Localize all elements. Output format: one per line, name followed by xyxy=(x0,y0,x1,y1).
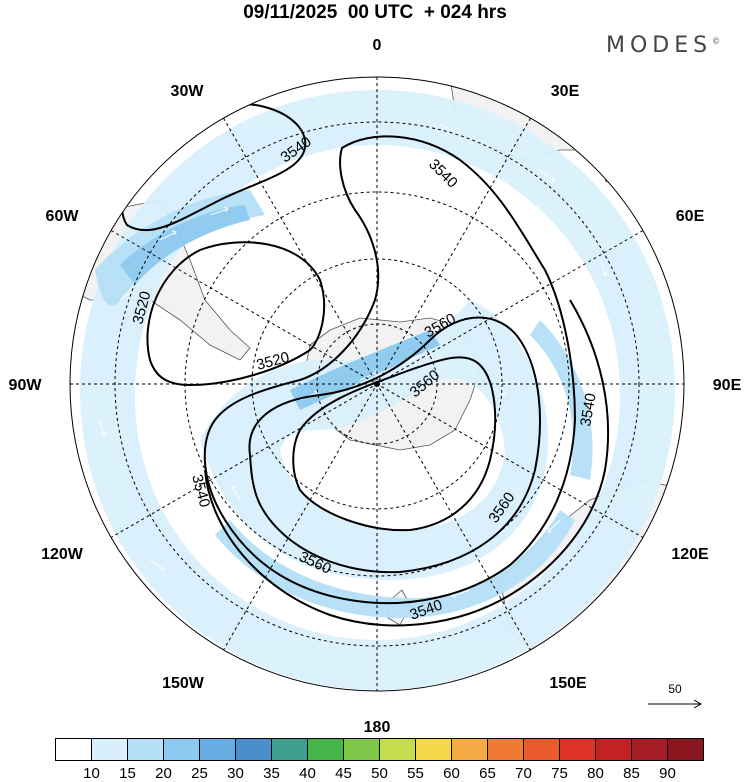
contour-3560-inner xyxy=(248,316,541,574)
lon-label-150e: 150E xyxy=(549,675,587,692)
lon-label-90w: 90W xyxy=(9,377,43,394)
lon-label-60e: 60E xyxy=(676,208,705,225)
colorbar-cell xyxy=(271,738,308,761)
colorbar-label: 85 xyxy=(623,765,640,782)
wind-arrow xyxy=(231,485,241,501)
wind-arrow xyxy=(547,519,561,533)
colorbar-cell xyxy=(487,738,524,761)
south-pole-marker xyxy=(374,381,380,387)
colorbar-label: 80 xyxy=(587,765,604,782)
wind-arrow xyxy=(439,124,459,135)
lon-label-90e: 90E xyxy=(713,377,742,394)
shade-core-west xyxy=(120,205,250,285)
colorbar-cell xyxy=(559,738,596,761)
map-disk: 3540 3540 3520 3520 3560 3560 3540 3560 … xyxy=(70,77,684,691)
colorbar-cell xyxy=(199,738,236,761)
lon-label-120e: 120E xyxy=(671,546,709,563)
colorbar-label: 70 xyxy=(515,765,532,782)
wind-arrow xyxy=(119,289,135,301)
wind-arrow xyxy=(539,169,555,183)
colorbar-cell xyxy=(91,738,128,761)
colorbar-cell xyxy=(379,738,416,761)
colorbar-cell xyxy=(451,738,488,761)
colorbar-cell xyxy=(667,738,704,761)
colorbar-label: 30 xyxy=(227,765,244,782)
colorbar-label: 15 xyxy=(119,765,136,782)
longitude-labels: 0 30E 60E 90E 120E 150E 180 150W 120W 90… xyxy=(9,37,742,735)
colorbar-cell xyxy=(631,738,668,761)
shade-jet-east xyxy=(530,320,593,480)
colorbar-label: 60 xyxy=(443,765,460,782)
colorbar-label: 20 xyxy=(155,765,172,782)
contour-3560-core xyxy=(292,356,497,532)
vector-reference-arrowhead xyxy=(693,699,703,709)
colorbar-cell xyxy=(523,738,560,761)
polar-map: 3540 3540 3520 3520 3560 3560 3540 3560 … xyxy=(9,37,742,735)
brand-text: MODES xyxy=(606,33,713,58)
wind-arrow xyxy=(311,572,331,581)
wind-arrow xyxy=(209,206,229,216)
colorbar-cell xyxy=(55,738,92,761)
wind-arrow xyxy=(99,419,107,437)
colorbar-cell xyxy=(163,738,200,761)
wind-arrow xyxy=(599,259,608,277)
wind-arrow xyxy=(159,230,177,241)
colorbar-cell xyxy=(595,738,632,761)
lon-label-0: 0 xyxy=(373,37,382,54)
contour-3520-west xyxy=(146,241,326,387)
colorbar-cell xyxy=(235,738,272,761)
lon-label-60w: 60W xyxy=(46,208,80,225)
vector-reference-value: 50 xyxy=(668,682,682,696)
lon-label-30w: 30W xyxy=(171,83,205,100)
colorbar-cell xyxy=(307,738,344,761)
contour-3540-outer-south xyxy=(204,299,610,627)
colorbar: 10 15 20 25 30 35 40 45 50 55 60 65 70 75 80 85 90 xyxy=(55,738,704,782)
shade-inner-spiral xyxy=(200,300,549,580)
brand-logo: MODES© xyxy=(606,33,720,58)
shade-jet-core-south xyxy=(215,510,575,619)
colorbar-label: 65 xyxy=(479,765,496,782)
colorbar-cell xyxy=(343,738,380,761)
colorbar-label: 75 xyxy=(551,765,568,782)
wind-arrow xyxy=(455,479,471,491)
colorbar-label: 55 xyxy=(407,765,424,782)
wind-arrow xyxy=(359,370,379,381)
brand-mark: © xyxy=(712,36,721,46)
colorbar-label: 90 xyxy=(659,765,676,782)
vector-reference: 50 xyxy=(648,682,703,709)
wind-shading xyxy=(80,90,675,690)
wind-arrow xyxy=(598,419,606,437)
page-title: 09/11/2025 00 UTC + 024 hrs xyxy=(243,2,507,23)
colorbar-cells xyxy=(55,738,704,761)
colorbar-label: 35 xyxy=(263,765,280,782)
lon-label-120w: 120W xyxy=(41,546,84,563)
contour-3540-main xyxy=(203,135,577,605)
shade-jet-core-center xyxy=(290,330,440,410)
lon-label-180: 180 xyxy=(364,719,391,735)
wind-arrow xyxy=(149,559,165,571)
wind-arrow xyxy=(499,379,507,397)
colorbar-labels: 10 15 20 25 30 35 40 45 50 55 60 65 70 75 80 85 90 xyxy=(83,765,676,782)
lon-label-150w: 150W xyxy=(162,675,205,692)
colorbar-label: 10 xyxy=(83,765,100,782)
map-border xyxy=(69,76,685,692)
colorbar-cell xyxy=(127,738,164,761)
colorbar-label: 45 xyxy=(335,765,352,782)
lon-label-30e: 30E xyxy=(551,83,580,100)
colorbar-cell xyxy=(415,738,452,761)
wind-vectors xyxy=(99,124,608,598)
colorbar-label: 50 xyxy=(371,765,388,782)
colorbar-label: 25 xyxy=(191,765,208,782)
contour-label: 3540 xyxy=(577,392,600,428)
colorbar-label: 40 xyxy=(299,765,316,782)
